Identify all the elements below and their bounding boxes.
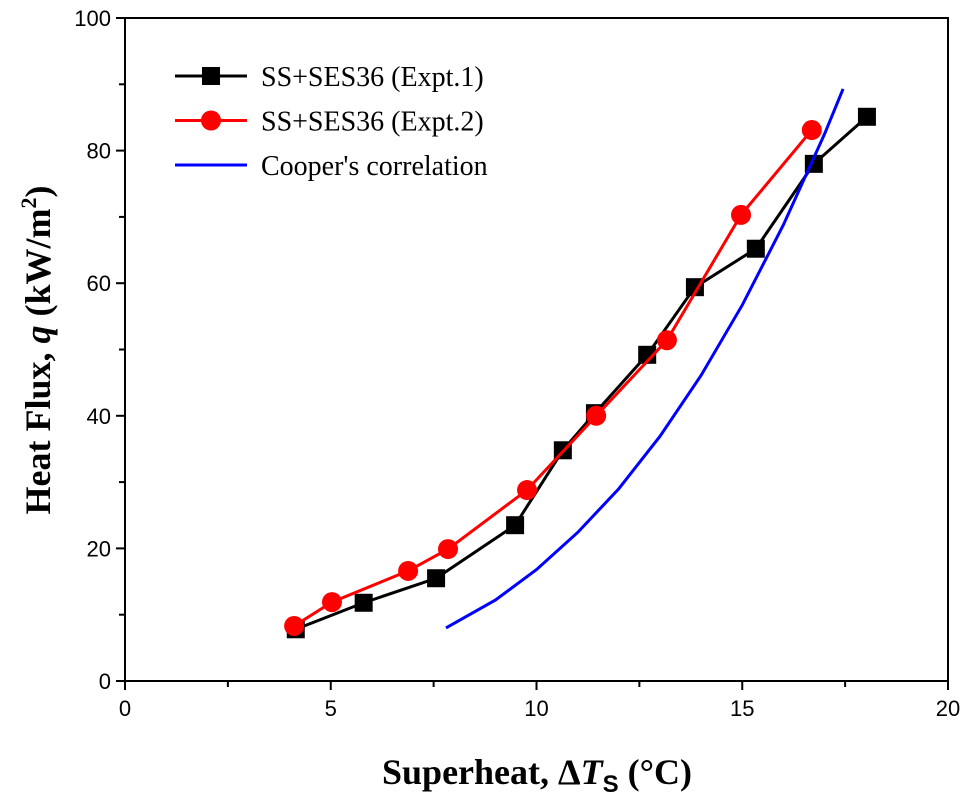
legend-marker xyxy=(201,110,221,131)
legend-label: Cooper's correlation xyxy=(261,151,488,182)
marker xyxy=(284,615,305,636)
y-tick-label: 0 xyxy=(99,669,111,694)
marker xyxy=(438,539,459,560)
x-tick-label: 0 xyxy=(119,696,131,721)
y-tick-label: 100 xyxy=(74,6,111,31)
plot-frame xyxy=(124,17,949,682)
marker xyxy=(586,405,607,426)
marker xyxy=(354,593,373,612)
y-tick-label: 20 xyxy=(87,536,111,561)
marker xyxy=(746,239,765,258)
series-line xyxy=(445,88,845,630)
marker xyxy=(506,516,525,535)
y-axis-label: Heat Flux, q (kW/m2) xyxy=(16,186,58,515)
x-tick-label: 20 xyxy=(936,696,960,721)
x-tick-label: 10 xyxy=(524,696,548,721)
series-line xyxy=(293,129,813,628)
y-tick-label: 80 xyxy=(87,139,111,164)
x-tick-label: 5 xyxy=(325,696,337,721)
marker xyxy=(801,120,822,141)
marker xyxy=(398,560,419,581)
legend-label: SS+SES36 (Expt.2) xyxy=(261,107,484,138)
marker xyxy=(656,330,677,351)
legend-label: SS+SES36 (Expt.1) xyxy=(261,62,484,93)
y-tick-label: 60 xyxy=(87,271,111,296)
marker xyxy=(857,107,876,126)
y-tick-label: 40 xyxy=(87,404,111,429)
marker xyxy=(731,204,752,225)
marker xyxy=(517,480,538,501)
series-line xyxy=(295,115,868,631)
x-axis-label: Superheat, ΔTS (°C) xyxy=(382,752,692,798)
marker xyxy=(321,592,342,613)
marker xyxy=(427,569,446,588)
marker xyxy=(638,345,657,364)
x-tick-label: 15 xyxy=(730,696,754,721)
legend-marker xyxy=(202,67,220,85)
